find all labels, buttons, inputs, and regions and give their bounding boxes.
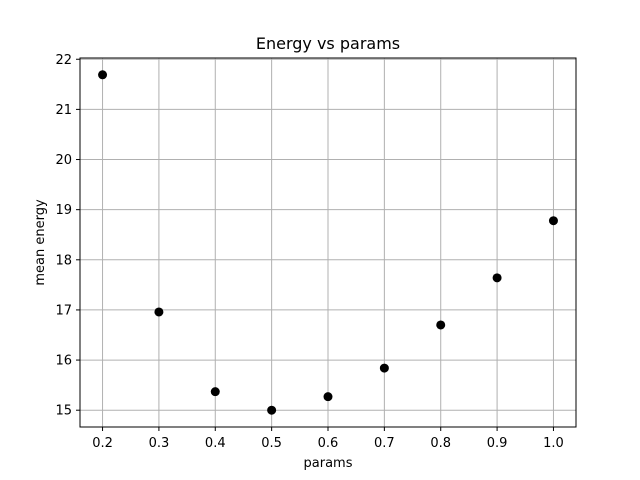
x-tick-label: 0.4 (205, 436, 226, 451)
x-tick-label: 0.5 (261, 436, 282, 451)
x-tick-label: 0.8 (430, 436, 451, 451)
data-point (379, 363, 389, 373)
x-tick-label: 1.0 (543, 436, 564, 451)
data-point (210, 387, 220, 397)
chart-title: Energy vs params (256, 34, 400, 53)
y-tick-label: 22 (55, 53, 72, 68)
y-tick-label: 20 (55, 153, 72, 168)
y-tick-label: 18 (55, 253, 72, 268)
axis-ticks: 0.2 0.3 0.4 0.5 0.6 0.7 0.8 0.9 1.0 15 16 17 18 19 20 2… (55, 53, 563, 451)
x-tick-label: 0.9 (487, 436, 508, 451)
x-tick-label: 0.7 (374, 436, 395, 451)
y-tick-label: 19 (55, 203, 72, 218)
data-point (492, 273, 502, 283)
x-tick-label: 0.6 (318, 436, 339, 451)
data-point (323, 392, 333, 402)
y-tick-label: 16 (55, 354, 72, 369)
y-tick-label: 17 (55, 303, 72, 318)
x-tick-label: 0.3 (149, 436, 170, 451)
data-point (154, 307, 164, 317)
y-tick-label: 15 (55, 404, 72, 419)
data-point (436, 320, 446, 330)
x-tick-label: 0.2 (92, 436, 113, 451)
y-axis-label: mean energy (33, 199, 48, 286)
data-point (267, 405, 277, 415)
y-tick-label: 21 (55, 103, 72, 118)
data-points (98, 70, 558, 415)
data-point (548, 216, 558, 226)
x-axis-label: params (304, 456, 353, 471)
data-point (98, 70, 108, 80)
